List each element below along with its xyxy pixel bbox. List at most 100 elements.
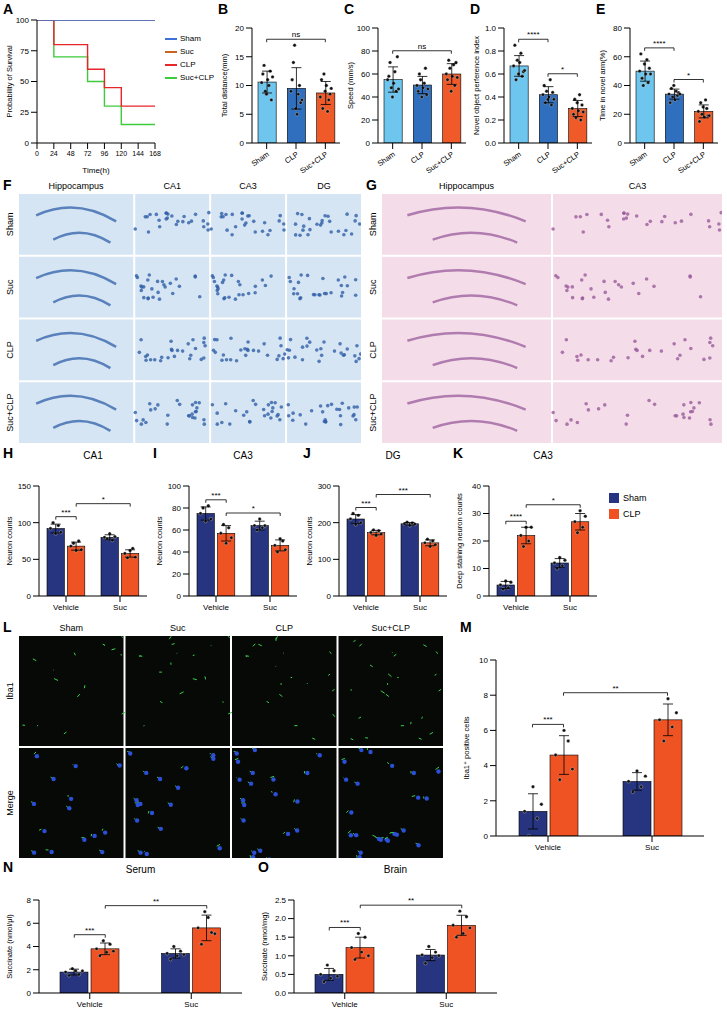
svg-text:0.0: 0.0 (275, 989, 287, 998)
svg-text:Suc+CLP: Suc+CLP (424, 150, 455, 175)
svg-text:72: 72 (84, 150, 92, 157)
svg-text:Suc: Suc (184, 1000, 198, 1009)
svg-text:50: 50 (20, 77, 29, 86)
svg-text:75: 75 (20, 47, 29, 56)
svg-text:ns: ns (418, 42, 426, 51)
svg-text:Vehicle: Vehicle (503, 603, 529, 612)
svg-text:CLP: CLP (409, 150, 426, 166)
svg-text:***: *** (543, 715, 552, 724)
svg-text:CA1: CA1 (163, 181, 181, 191)
svg-text:10: 10 (235, 81, 244, 90)
svg-text:20: 20 (472, 537, 481, 546)
svg-text:6: 6 (27, 919, 32, 928)
svg-text:Suc+CLP: Suc+CLP (298, 150, 329, 175)
svg-text:0: 0 (27, 592, 32, 601)
svg-text:Suc: Suc (113, 603, 127, 612)
svg-text:144: 144 (132, 150, 144, 157)
svg-text:24: 24 (50, 150, 58, 157)
svg-text:0.8: 0.8 (485, 47, 497, 56)
svg-text:***: *** (61, 508, 70, 517)
svg-text:120: 120 (115, 150, 127, 157)
svg-text:0: 0 (618, 139, 623, 148)
svg-text:40: 40 (172, 548, 181, 557)
svg-text:Total distance(mm): Total distance(mm) (220, 53, 229, 117)
svg-text:150: 150 (18, 482, 32, 491)
svg-text:Sham: Sham (376, 150, 397, 169)
svg-text:**: ** (612, 684, 618, 693)
svg-text:Deep staining neuron counts: Deep staining neuron counts (455, 493, 464, 589)
svg-text:Serum: Serum (126, 864, 155, 875)
svg-text:Iba1: Iba1 (5, 682, 15, 700)
svg-text:CLP: CLP (535, 150, 552, 166)
svg-text:0.5: 0.5 (275, 970, 287, 979)
svg-text:5: 5 (240, 110, 245, 119)
svg-text:60: 60 (613, 53, 622, 62)
svg-text:168: 168 (149, 150, 161, 157)
svg-text:20: 20 (235, 24, 244, 33)
svg-text:80: 80 (172, 504, 181, 513)
svg-text:40: 40 (472, 482, 481, 491)
svg-text:*: * (102, 495, 105, 504)
svg-text:Iba1⁺ positive cells: Iba1⁺ positive cells (462, 716, 471, 779)
svg-text:0: 0 (27, 989, 32, 998)
svg-text:20: 20 (361, 116, 370, 125)
svg-text:Suc+CLP: Suc+CLP (368, 393, 378, 431)
svg-text:0.0: 0.0 (485, 139, 497, 148)
svg-text:100: 100 (357, 24, 371, 33)
svg-text:50: 50 (22, 555, 31, 564)
svg-text:Brain: Brain (384, 864, 407, 875)
svg-text:Neuron counts: Neuron counts (305, 516, 314, 565)
svg-text:Sham: Sham (502, 150, 523, 169)
svg-text:*: * (561, 65, 564, 74)
svg-text:25: 25 (20, 108, 29, 117)
svg-text:8: 8 (484, 691, 489, 700)
svg-text:1.0: 1.0 (485, 24, 497, 33)
svg-text:**: ** (408, 896, 414, 905)
svg-text:Vehicle: Vehicle (535, 843, 561, 852)
svg-text:***: *** (361, 499, 370, 508)
svg-text:0: 0 (177, 592, 182, 601)
svg-text:Neuron counts: Neuron counts (5, 516, 14, 565)
svg-text:Suc: Suc (5, 279, 15, 295)
svg-text:100: 100 (18, 519, 32, 528)
svg-text:***: *** (340, 918, 349, 927)
svg-text:*: * (252, 504, 255, 513)
svg-text:Succinate (nmol/μl): Succinate (nmol/μl) (5, 914, 14, 979)
svg-text:CA3: CA3 (533, 450, 553, 461)
svg-text:CA1: CA1 (83, 450, 103, 461)
svg-text:Time(h): Time(h) (82, 166, 110, 175)
svg-text:10: 10 (479, 656, 488, 665)
svg-text:Sham: Sham (368, 213, 378, 237)
svg-text:0: 0 (35, 150, 39, 157)
svg-text:20: 20 (613, 110, 622, 119)
svg-text:CA3: CA3 (629, 181, 647, 191)
svg-text:**: ** (153, 897, 159, 906)
svg-text:Suc: Suc (170, 623, 186, 633)
svg-text:CLP: CLP (661, 150, 678, 166)
svg-text:60: 60 (172, 526, 181, 535)
svg-text:Probability of Survival: Probability of Survival (5, 45, 14, 117)
svg-text:****: **** (653, 39, 665, 48)
svg-text:40: 40 (361, 93, 370, 102)
svg-text:0: 0 (484, 832, 489, 841)
svg-text:****: **** (510, 512, 522, 521)
svg-text:Suc: Suc (563, 603, 577, 612)
svg-text:20: 20 (172, 570, 181, 579)
svg-text:Suc+CLP: Suc+CLP (5, 393, 15, 431)
svg-text:0.4: 0.4 (485, 93, 497, 102)
svg-text:60: 60 (361, 70, 370, 79)
svg-text:Vehicle: Vehicle (332, 1000, 358, 1009)
svg-text:Hippocampus: Hippocampus (439, 181, 495, 191)
svg-text:***: *** (399, 486, 408, 495)
svg-text:Hippocampus: Hippocampus (49, 181, 105, 191)
svg-text:Succinate (nmol/mg): Succinate (nmol/mg) (260, 912, 269, 981)
svg-text:200: 200 (318, 519, 332, 528)
svg-text:2.5: 2.5 (275, 896, 287, 905)
svg-text:Suc+CLP: Suc+CLP (550, 150, 581, 175)
svg-text:8: 8 (27, 896, 32, 905)
svg-text:0.2: 0.2 (485, 116, 497, 125)
svg-text:ns: ns (292, 30, 300, 39)
svg-text:***: *** (211, 491, 220, 500)
svg-text:*: * (552, 496, 555, 505)
svg-text:Speed (mm/s): Speed (mm/s) (346, 61, 355, 109)
